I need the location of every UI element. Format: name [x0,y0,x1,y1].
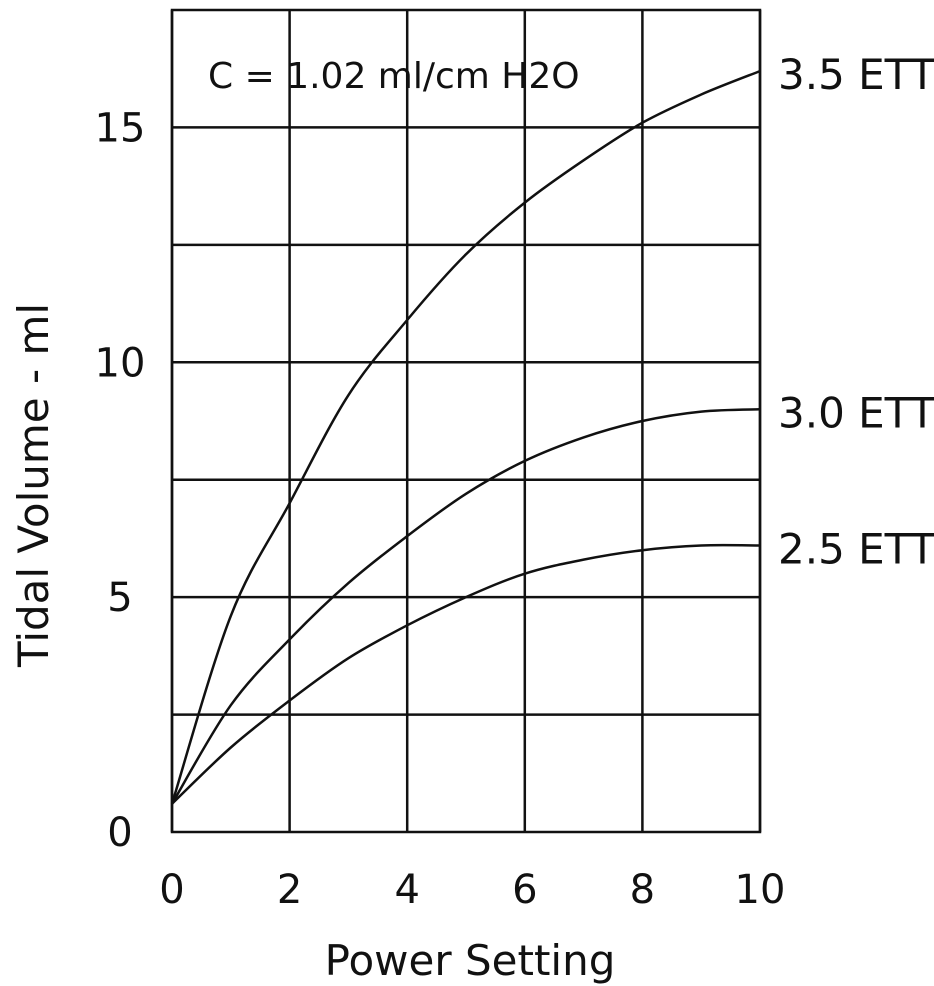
x-tick-label: 10 [735,867,786,913]
grid [170,10,762,832]
x-tick-label: 6 [512,867,537,913]
y-axis-title: Tidal Volume - ml [9,303,58,668]
series-curves [170,69,761,805]
y-tick-label: 5 [107,575,132,621]
y-tick-label: 10 [95,340,146,386]
y-tick-label: 0 [107,810,132,856]
x-tick-label: 8 [630,867,655,913]
series-label-3-0-ett: 3.0 ETT [778,388,934,437]
series-line-2-5-ett [171,543,761,805]
series-line-3-0-ett [170,408,761,805]
x-tick-label: 2 [277,867,302,913]
x-tick-labels: 0 2 4 6 8 10 [159,867,785,913]
series-label-2-5-ett: 2.5 ETT [778,524,934,573]
series-labels: 3.5 ETT 3.0 ETT 2.5 ETT [778,50,934,573]
compliance-annotation: C = 1.02 ml/cm H2O [208,56,580,97]
y-tick-label: 15 [95,105,146,151]
x-tick-label: 0 [159,867,184,913]
plot-frame [170,8,762,834]
x-tick-label: 4 [394,867,419,913]
x-axis-title: Power Setting [325,936,616,985]
y-tick-labels: 0 5 10 15 [95,105,146,856]
series-line-3-5-ett [170,69,761,805]
series-label-3-5-ett: 3.5 ETT [778,50,934,99]
